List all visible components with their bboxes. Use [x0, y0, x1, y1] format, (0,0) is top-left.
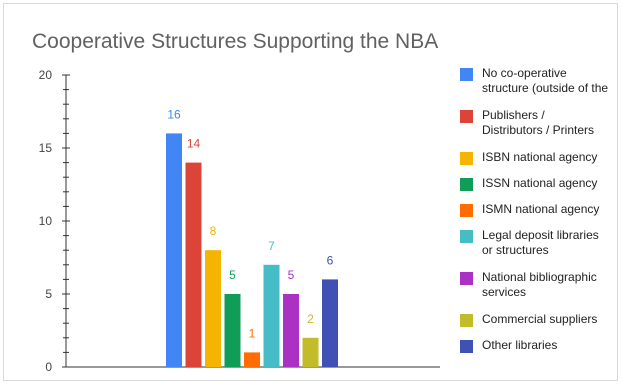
data-label: 14 [187, 137, 201, 151]
y-tick-label: 0 [45, 360, 52, 374]
legend-swatch [460, 178, 473, 191]
chart-title: Cooperative Structures Supporting the NB… [32, 30, 439, 53]
legend-item: Commercial suppliers [460, 312, 618, 327]
bar [302, 337, 319, 367]
data-label: 5 [288, 268, 295, 282]
y-tick-label: 10 [39, 214, 53, 228]
legend-label: Legal deposit libraries or structures [482, 228, 599, 257]
legend-label: Other libraries [482, 338, 558, 352]
data-label: 1 [249, 326, 256, 340]
legend-swatch [460, 314, 473, 327]
legend-swatch [460, 110, 473, 123]
legend-label: Publishers / Distributors / Printers [482, 108, 595, 137]
bar [166, 133, 182, 367]
legend-swatch [460, 204, 473, 217]
legend-item: National bibliographic services [460, 270, 618, 300]
y-tick-label: 15 [39, 141, 53, 155]
bar [205, 250, 221, 367]
legend-label: ISSN national agency [482, 176, 598, 190]
data-label: 7 [268, 239, 275, 253]
legend-item: ISMN national agency [460, 202, 618, 217]
data-label: 16 [167, 107, 181, 121]
legend-label: ISBN national agency [482, 150, 598, 164]
legend-swatch [460, 340, 473, 353]
legend-label: Commercial suppliers [482, 312, 598, 326]
legend-item: Legal deposit libraries or structures [460, 228, 618, 258]
legend-item: ISSN national agency [460, 176, 618, 191]
bar [322, 279, 338, 367]
legend-item: No co-operative structure (outside of th… [460, 66, 618, 96]
bar [283, 294, 299, 367]
data-label: 5 [229, 268, 236, 282]
bar [224, 294, 241, 367]
legend-swatch [460, 230, 473, 243]
legend-swatch [460, 68, 473, 81]
legend-item: Other libraries [460, 338, 618, 353]
y-tick-label: 20 [39, 68, 53, 82]
data-label: 2 [307, 312, 314, 326]
legend-item: Publishers / Distributors / Printers [460, 108, 618, 138]
chart-frame [3, 3, 618, 381]
legend-label: ISMN national agency [482, 202, 600, 216]
bar [244, 352, 260, 367]
legend-swatch [460, 272, 473, 285]
legend-item: ISBN national agency [460, 150, 618, 165]
legend-swatch [460, 152, 473, 165]
bar [185, 162, 202, 367]
legend-label: No co-operative structure (outside of th… [482, 66, 609, 95]
bar [263, 264, 280, 367]
legend-label: National bibliographic services [482, 270, 597, 299]
data-label: 8 [210, 224, 217, 238]
y-tick-label: 5 [45, 287, 52, 301]
data-label: 6 [327, 253, 334, 267]
